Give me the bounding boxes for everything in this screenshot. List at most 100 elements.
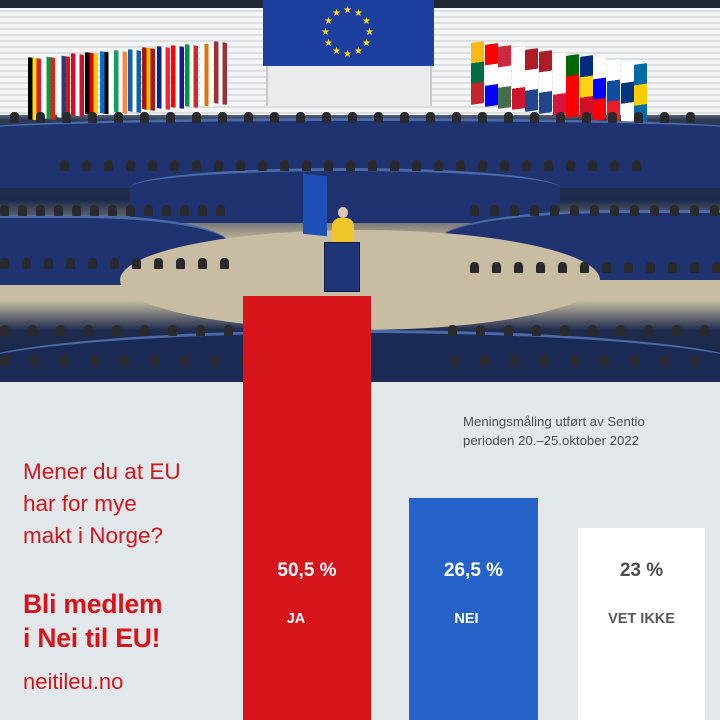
seated-member xyxy=(580,262,589,273)
seated-member xyxy=(60,355,69,366)
seated-member xyxy=(198,205,207,216)
seated-member xyxy=(634,112,643,123)
seated-member xyxy=(624,262,633,273)
seated-member xyxy=(672,325,681,336)
member-flag xyxy=(484,42,498,107)
seated-member xyxy=(72,205,81,216)
seated-member xyxy=(608,112,617,123)
seated-member xyxy=(90,355,99,366)
seated-member xyxy=(710,205,719,216)
eu-star-icon: ★ xyxy=(354,46,363,58)
presidium-wall xyxy=(266,66,432,106)
seated-member xyxy=(470,205,479,216)
seated-member xyxy=(132,258,141,269)
seated-member xyxy=(374,112,383,123)
seated-member xyxy=(690,355,699,366)
call-to-action: Bli medlem i Nei til EU! xyxy=(23,587,243,655)
question-line-3: makt i Norge? xyxy=(23,523,164,548)
seated-member xyxy=(504,112,513,123)
seated-member xyxy=(434,160,443,171)
seated-member xyxy=(0,325,9,336)
bar-vet-ikke: 23 % VET IKKE xyxy=(578,528,705,720)
seated-member xyxy=(536,262,545,273)
seated-member xyxy=(588,325,597,336)
eu-star-icon: ★ xyxy=(323,16,333,27)
seated-member xyxy=(280,160,289,171)
seated-member xyxy=(412,160,421,171)
seated-member xyxy=(530,205,539,216)
member-flag xyxy=(142,47,156,112)
seated-member xyxy=(110,258,119,269)
question-line-2: har for mye xyxy=(23,491,137,516)
seated-member xyxy=(450,355,459,366)
eu-star-icon: ★ xyxy=(321,27,330,38)
seated-member xyxy=(632,160,641,171)
speaker xyxy=(332,218,354,244)
eu-star-icon: ★ xyxy=(362,16,372,27)
seated-member xyxy=(630,355,639,366)
seated-member xyxy=(108,205,117,216)
seated-member xyxy=(88,258,97,269)
member-flag xyxy=(99,51,113,115)
seated-member xyxy=(660,112,669,123)
seated-member xyxy=(56,325,65,336)
seated-member xyxy=(346,160,355,171)
member-flag xyxy=(498,44,512,109)
seated-member xyxy=(258,160,267,171)
bar-ja: 50,5 % JA xyxy=(243,296,371,720)
eu-star-icon: ★ xyxy=(362,38,372,49)
seated-member xyxy=(582,112,591,123)
seated-member xyxy=(28,325,37,336)
member-flag xyxy=(566,53,580,118)
seated-member xyxy=(244,112,253,123)
source-line-2: perioden 20.–25.oktober 2022 xyxy=(463,433,639,448)
seated-member xyxy=(0,205,9,216)
seated-member xyxy=(452,112,461,123)
seated-member xyxy=(176,258,185,269)
seated-member xyxy=(270,112,279,123)
eu-star-icon: ★ xyxy=(365,27,374,38)
seated-member xyxy=(616,325,625,336)
question-line-1: Mener du at EU xyxy=(23,459,181,484)
seated-member xyxy=(492,262,501,273)
seated-member xyxy=(560,325,569,336)
member-flag xyxy=(42,55,56,120)
seated-member xyxy=(426,112,435,123)
member-flag xyxy=(128,48,142,113)
cta-line-1: Bli medlem xyxy=(23,589,163,619)
seated-member xyxy=(82,160,91,171)
source-line-1: Meningsmåling utført av Sentio xyxy=(463,414,645,429)
bar-ja-label: JA xyxy=(286,611,306,627)
seated-member xyxy=(476,325,485,336)
seated-member xyxy=(84,325,93,336)
poll-source: Meningsmåling utført av Sentio perioden … xyxy=(463,412,645,450)
seated-member xyxy=(510,205,519,216)
seated-member xyxy=(532,325,541,336)
seated-member xyxy=(44,258,53,269)
eu-star-icon: ★ xyxy=(354,7,363,19)
seated-member xyxy=(522,160,531,171)
seated-member xyxy=(166,112,175,123)
seated-member xyxy=(210,355,219,366)
seated-member xyxy=(22,258,31,269)
seated-member xyxy=(588,160,597,171)
seated-member xyxy=(324,160,333,171)
seated-member xyxy=(0,355,9,366)
member-flag xyxy=(539,50,552,114)
seated-member xyxy=(112,325,121,336)
seated-member xyxy=(198,258,207,269)
eu-flag-on-pole xyxy=(303,173,327,237)
seated-member xyxy=(480,355,489,366)
seated-member xyxy=(30,355,39,366)
seated-member xyxy=(126,205,135,216)
member-flag xyxy=(620,60,634,125)
eu-star-icon: ★ xyxy=(323,38,333,49)
website-link[interactable]: neitileu.no xyxy=(23,669,124,694)
seated-member xyxy=(566,160,575,171)
bar-ja-value: 50,5 % xyxy=(277,560,337,581)
member-flag xyxy=(113,49,127,114)
seated-member xyxy=(120,355,129,366)
poll-question: Mener du at EU har for mye makt i Norge? xyxy=(23,456,243,552)
bar-nei: 26,5 % NEI xyxy=(409,498,538,720)
member-flag xyxy=(525,48,539,113)
